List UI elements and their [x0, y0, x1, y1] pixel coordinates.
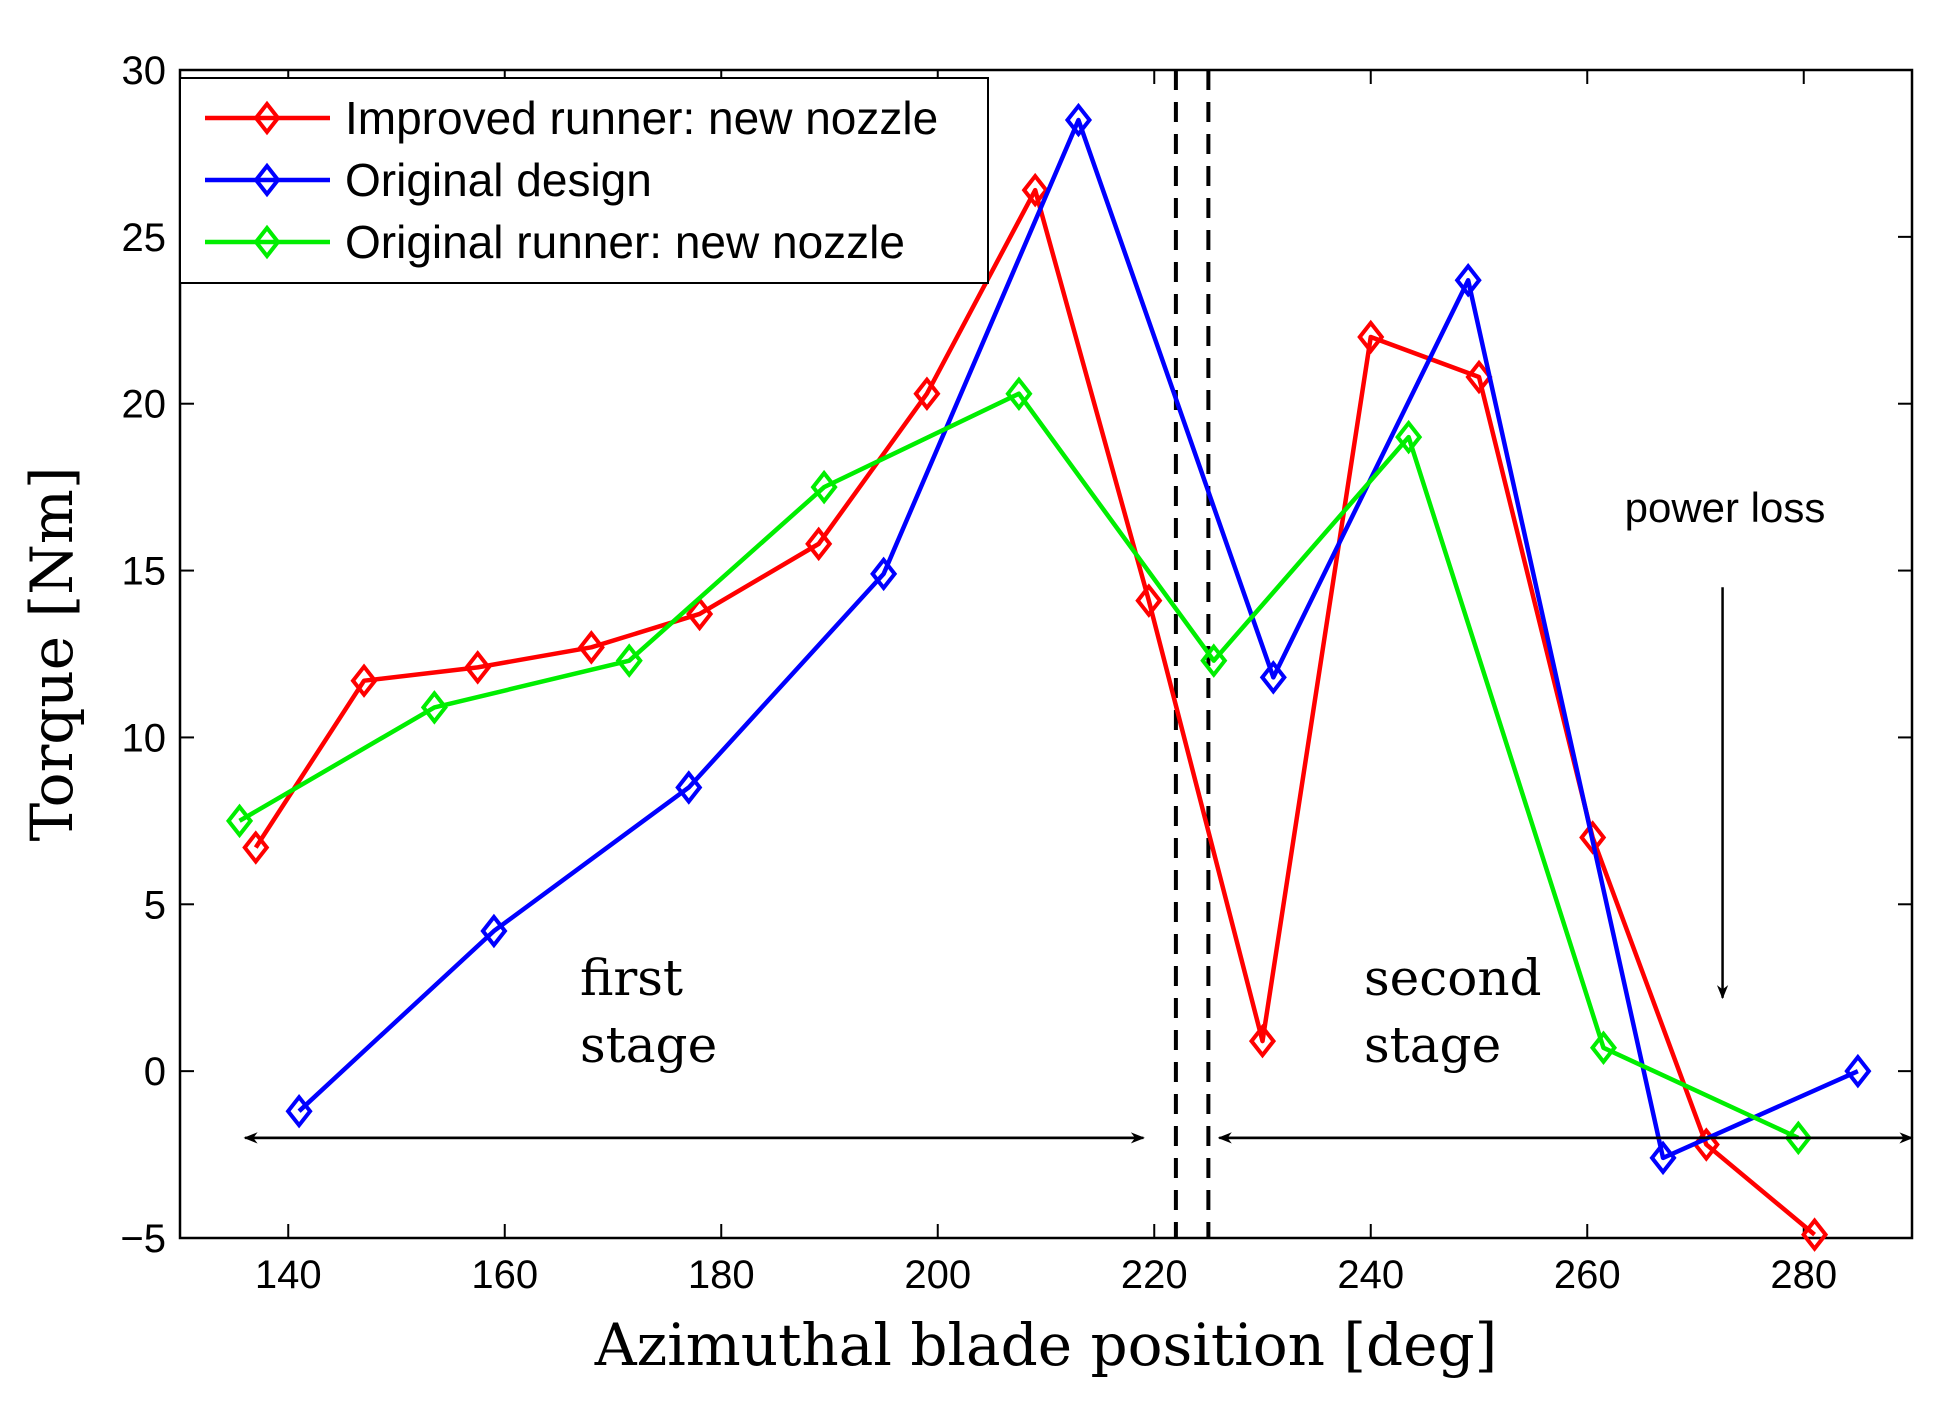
series-3 — [225, 376, 1812, 1156]
axis-tick-labels: 140 160 180 200 220 240 260 280 −5 0 5 10 15 20 25 30 — [120, 49, 1837, 1297]
series-2 — [285, 102, 1872, 1176]
x-tick-label: 220 — [1121, 1253, 1188, 1297]
data-point — [577, 630, 605, 665]
first-stage-label-line1: first — [580, 949, 683, 1007]
data-point — [1021, 172, 1049, 208]
first-stage-label-line2: stage — [580, 1016, 717, 1074]
legend-label: Improved runner: new nozzle — [345, 92, 938, 144]
data-point — [1844, 1053, 1872, 1089]
second-stage-label-line1: second — [1364, 949, 1542, 1007]
legend-label: Original design — [345, 154, 652, 206]
data-point — [675, 770, 703, 805]
y-tick-label: 15 — [122, 550, 167, 594]
legend-marker — [253, 224, 281, 260]
x-tick-label: 140 — [255, 1253, 322, 1297]
data-point — [1784, 1120, 1812, 1156]
data-point — [242, 830, 270, 865]
x-tick-label: 260 — [1554, 1253, 1621, 1297]
y-tick-label: 0 — [144, 1050, 166, 1094]
x-tick-label: 240 — [1337, 1253, 1404, 1297]
data-point — [225, 803, 254, 839]
series-line — [297, 117, 1859, 1161]
data-point — [1135, 583, 1163, 618]
data-point — [464, 650, 492, 685]
axis-ticks — [180, 69, 1912, 1239]
data-point — [810, 469, 838, 505]
y-tick-label: 25 — [122, 216, 167, 260]
data-point — [1801, 1217, 1829, 1252]
legend-item-1: Improved runner: new nozzle — [205, 92, 938, 144]
data-point — [1248, 1023, 1277, 1059]
data-point — [1200, 643, 1228, 678]
legend: Improved runner: new nozzle Original desi… — [179, 77, 989, 284]
y-tick-label: 5 — [144, 883, 166, 927]
legend-label: Original runner: new nozzle — [345, 216, 905, 268]
x-axis-label: Azimuthal blade position [deg] — [594, 1311, 1497, 1379]
x-tick-label: 180 — [688, 1253, 755, 1297]
power-loss-label: power loss — [1625, 484, 1826, 531]
data-point — [1259, 660, 1287, 695]
data-point — [1395, 419, 1423, 455]
legend-item-2: Original design — [205, 154, 652, 206]
data-point — [686, 596, 714, 632]
data-point — [1579, 820, 1607, 855]
legend-item-3: Original runner: new nozzle — [205, 216, 905, 268]
x-tick-label: 160 — [471, 1253, 538, 1297]
legend-marker — [253, 100, 281, 136]
data-point — [1454, 263, 1482, 298]
data-point — [1064, 102, 1093, 138]
data-point — [1589, 1030, 1618, 1066]
y-tick-label: 10 — [122, 716, 167, 760]
data-point — [913, 376, 941, 411]
data-series — [225, 102, 1872, 1252]
data-point — [870, 556, 898, 592]
series-line — [253, 187, 1817, 1237]
data-point — [1005, 376, 1033, 411]
annotations: first stage second stage power loss — [243, 484, 1914, 1144]
x-tick-label: 280 — [1770, 1253, 1837, 1297]
data-point — [350, 663, 378, 698]
series-1 — [242, 172, 1829, 1252]
data-point — [805, 526, 833, 562]
y-axis-label: Torque [Nm] — [18, 466, 86, 841]
data-point — [615, 643, 643, 678]
data-point — [1357, 319, 1385, 355]
y-tick-label: 20 — [122, 383, 167, 427]
data-point — [420, 690, 448, 725]
y-tick-label: 30 — [122, 49, 167, 93]
series-line — [238, 391, 1800, 1140]
y-tick-label: −5 — [120, 1217, 166, 1261]
legend-marker — [253, 162, 281, 198]
x-tick-label: 200 — [904, 1253, 971, 1297]
data-point — [1649, 1140, 1677, 1176]
data-point — [285, 1093, 313, 1129]
second-stage-label-line2: stage — [1364, 1016, 1501, 1074]
data-point — [480, 913, 508, 949]
